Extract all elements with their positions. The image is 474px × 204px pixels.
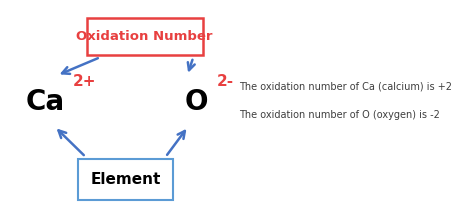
Text: The oxidation number of Ca (calcium) is +2: The oxidation number of Ca (calcium) is … [239,82,452,92]
FancyBboxPatch shape [86,18,202,55]
Text: The oxidation number of O (oxygen) is -2: The oxidation number of O (oxygen) is -2 [239,110,440,120]
Text: Ca: Ca [26,88,64,116]
Text: 2-: 2- [217,74,234,89]
Text: Oxidation Number: Oxidation Number [76,30,213,43]
Text: O: O [185,88,209,116]
Text: Element: Element [91,172,161,187]
FancyBboxPatch shape [78,159,173,200]
Text: 2+: 2+ [73,74,96,89]
